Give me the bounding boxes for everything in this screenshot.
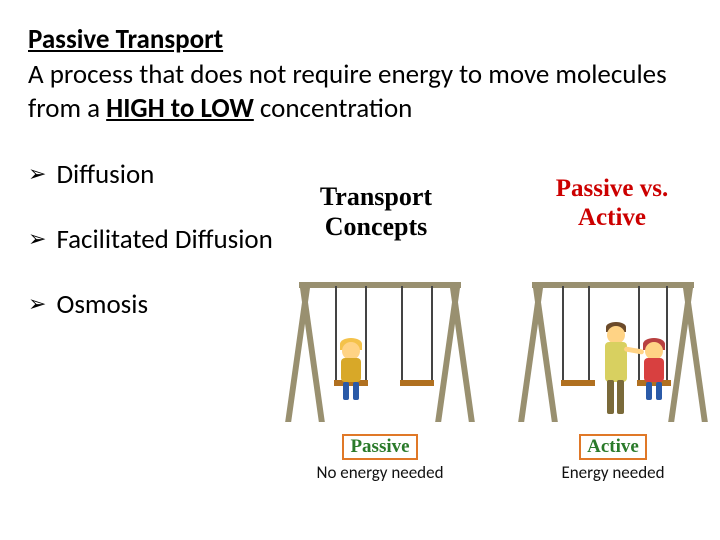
caption-active-sub: Energy needed [561, 462, 664, 483]
caption-active: Active Energy needed [561, 434, 664, 483]
bullet-label: Facilitated Diffusion [56, 223, 272, 256]
heading-passive-vs-active: Passive vs. Active [542, 175, 682, 233]
figure-active: Active Energy needed [518, 278, 708, 483]
caption-active-label: Active [579, 434, 647, 460]
chevron-icon: ➢ [28, 228, 46, 250]
definition-post: concentration [254, 92, 413, 125]
figure-passive: Passive No energy needed [280, 278, 480, 483]
chevron-icon: ➢ [28, 163, 46, 185]
swing-scene-passive [285, 278, 475, 428]
chevron-icon: ➢ [28, 293, 46, 315]
definition: A process that does not require energy t… [28, 58, 692, 126]
caption-passive-sub: No energy needed [316, 462, 443, 483]
page-title: Passive Transport [28, 24, 692, 56]
bullet-label: Osmosis [56, 288, 148, 321]
definition-emph: HIGH to LOW [106, 92, 254, 125]
heading-transport-concepts: Transport Concepts [296, 182, 456, 242]
caption-passive-label: Passive [342, 434, 417, 460]
bullet-label: Diffusion [56, 158, 154, 191]
slide: Passive Transport A process that does no… [0, 0, 720, 540]
caption-passive: Passive No energy needed [316, 434, 443, 483]
swing-scene-active [518, 278, 708, 428]
